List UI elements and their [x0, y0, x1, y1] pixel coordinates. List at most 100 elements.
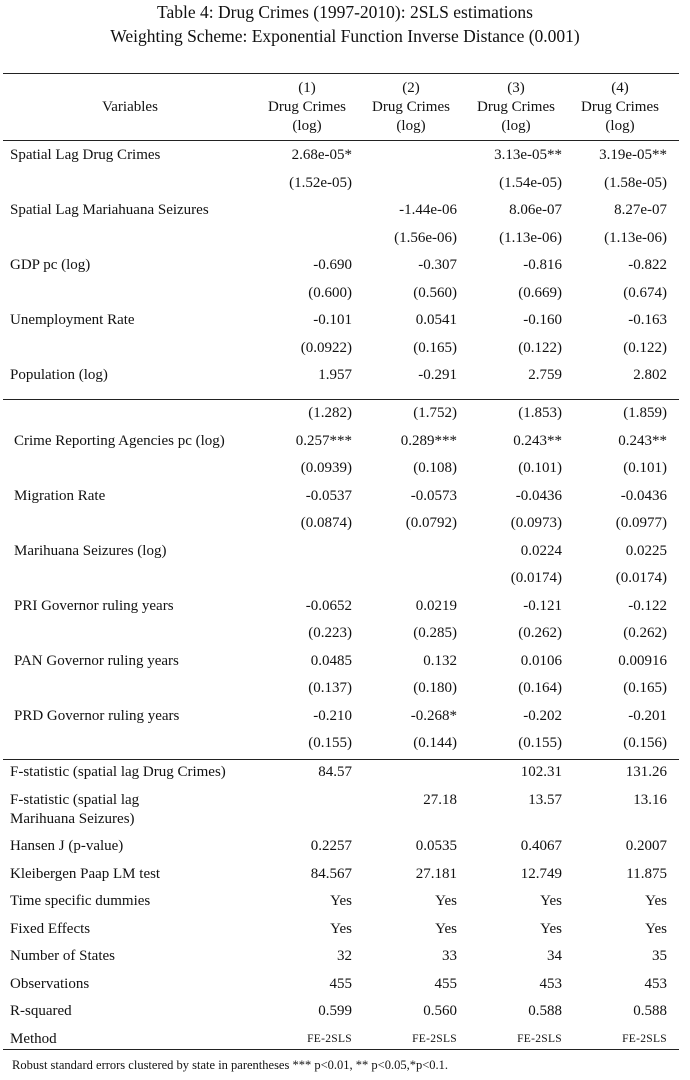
- cell: 0.4067: [520, 838, 562, 854]
- cell: -0.816: [523, 257, 562, 273]
- cell: 0.00916: [618, 652, 667, 669]
- cell: -0.690: [313, 257, 352, 273]
- cell: -0.0537: [305, 487, 352, 504]
- cell: Yes: [435, 920, 457, 937]
- cell: (0.285): [413, 625, 457, 641]
- cell: Yes: [645, 893, 667, 909]
- rule: [3, 73, 679, 74]
- row-label: PAN Governor ruling years: [14, 652, 179, 669]
- column-unit: (log): [501, 118, 531, 134]
- column-number: (4): [611, 80, 629, 96]
- cell: (1.52e-05): [289, 174, 352, 191]
- cell: FE-2SLS: [412, 1032, 457, 1045]
- row-label: Crime Reporting Agencies pc (log): [14, 432, 225, 449]
- cell: 3.13e-05**: [494, 147, 562, 163]
- cell: 33: [442, 948, 457, 964]
- column-number: (1): [298, 80, 316, 96]
- cell: 0.0535: [415, 838, 457, 854]
- row-label: PRI Governor ruling years: [14, 597, 174, 614]
- cell: (1.282): [308, 405, 352, 421]
- cell: -0.160: [523, 312, 562, 328]
- cell: Yes: [330, 920, 352, 937]
- cell: -0.101: [313, 312, 352, 328]
- table-title: Table 4: Drug Crimes (1997-2010): 2SLS e…: [157, 2, 533, 22]
- cell: (1.853): [518, 405, 562, 421]
- cell: (0.0874): [300, 515, 352, 531]
- cell: 0.2007: [625, 838, 667, 854]
- cell: 0.599: [318, 1003, 352, 1019]
- cell: -1.44e-06: [399, 202, 457, 218]
- cell: -0.822: [628, 257, 667, 273]
- cell: 0.0485: [310, 652, 352, 669]
- cell: Yes: [540, 920, 562, 937]
- cell: 12.749: [520, 865, 562, 882]
- cell: 11.875: [626, 865, 667, 882]
- cell: (0.156): [623, 735, 667, 751]
- cell: (1.13e-06): [604, 229, 667, 246]
- cell: (0.165): [623, 680, 667, 696]
- row-label: GDP pc (log): [10, 257, 91, 273]
- cell: FE-2SLS: [517, 1032, 562, 1045]
- cell: 0.0225: [625, 542, 667, 559]
- cell: (0.101): [623, 460, 667, 476]
- cell: 2.68e-05*: [291, 147, 352, 163]
- cell: -0.268*: [410, 707, 457, 724]
- row-label: Number of States: [10, 948, 115, 964]
- cell: (0.262): [518, 625, 562, 641]
- column-name: Drug Crimes: [372, 99, 450, 115]
- row-label: R-squared: [10, 1003, 72, 1019]
- rule: [3, 399, 679, 400]
- cell: -0.307: [418, 257, 457, 273]
- cell: (0.674): [623, 284, 667, 301]
- row-label: Migration Rate: [14, 487, 106, 504]
- cell: -0.201: [628, 707, 667, 724]
- cell: (0.600): [308, 284, 352, 301]
- row-label: Observations: [10, 975, 90, 992]
- cell: 0.289***: [400, 432, 457, 449]
- cell: 453: [539, 975, 563, 992]
- cell: 1.957: [318, 367, 352, 383]
- cell: 27.181: [415, 865, 457, 882]
- cell: -0.121: [523, 597, 562, 614]
- cell: 34: [547, 948, 562, 964]
- row-label: Kleibergen Paap LM test: [10, 865, 161, 882]
- table-subtitle: Weighting Scheme: Exponential Function I…: [110, 26, 580, 46]
- cell: (0.165): [413, 339, 457, 356]
- row-label: Method: [10, 1030, 57, 1047]
- cell: (1.56e-06): [394, 229, 457, 246]
- cell: (0.560): [413, 284, 457, 301]
- rule: [3, 759, 679, 760]
- cell: 0.243**: [513, 432, 562, 449]
- cell: (0.0174): [615, 570, 667, 586]
- cell: (1.859): [623, 405, 667, 421]
- cell: (0.180): [413, 680, 457, 696]
- cell: 2.759: [528, 367, 562, 383]
- cell: -0.122: [628, 597, 667, 614]
- cell: -0.0573: [410, 487, 457, 504]
- cell: (1.13e-06): [499, 229, 562, 246]
- row-label: Marihuana Seizures): [10, 810, 135, 827]
- column-number: (3): [507, 80, 525, 96]
- cell: 0.0106: [520, 652, 562, 669]
- cell: (0.101): [518, 460, 562, 476]
- cell: 84.57: [318, 764, 352, 780]
- cell: 84.567: [310, 865, 352, 882]
- row-label: F-statistic (spatial lag: [10, 791, 140, 808]
- cell: (0.108): [413, 460, 457, 476]
- cell: 8.06e-07: [509, 202, 562, 218]
- cell: 0.588: [528, 1003, 562, 1019]
- column-name: Drug Crimes: [581, 99, 659, 115]
- footnote: Robust standard errors clustered by stat…: [12, 1058, 448, 1072]
- cell: -0.202: [523, 707, 562, 724]
- cell: 0.588: [633, 1003, 667, 1019]
- cell: (1.54e-05): [499, 174, 562, 191]
- cell: (0.0973): [510, 515, 562, 531]
- column-unit: (log): [396, 118, 426, 134]
- cell: 0.243**: [618, 432, 667, 449]
- cell: 102.31: [520, 764, 562, 780]
- column-name: Drug Crimes: [268, 99, 346, 115]
- stub-header: Variables: [102, 99, 158, 115]
- cell: (0.155): [518, 735, 562, 751]
- cell: (0.262): [623, 625, 667, 641]
- cell: (1.58e-05): [604, 174, 667, 191]
